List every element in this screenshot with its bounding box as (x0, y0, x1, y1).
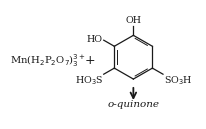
Text: SO$_3$H: SO$_3$H (163, 75, 192, 87)
Text: o-quinone: o-quinone (107, 100, 159, 109)
Text: HO$_3$S: HO$_3$S (74, 75, 102, 87)
Text: HO: HO (86, 35, 102, 44)
Text: OH: OH (125, 16, 141, 25)
Text: +: + (84, 54, 95, 67)
Text: Mn(H$_2$P$_2$O$_7$)$_3^{3+}$: Mn(H$_2$P$_2$O$_7$)$_3^{3+}$ (10, 52, 86, 69)
